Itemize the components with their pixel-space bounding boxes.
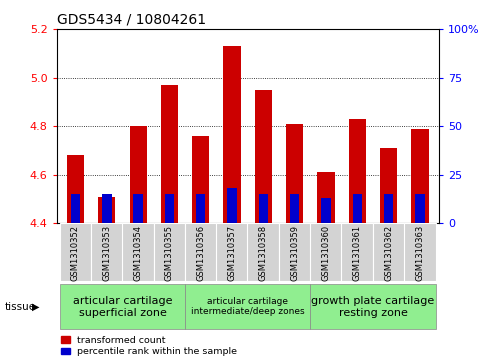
Text: ▶: ▶ <box>32 302 39 312</box>
Bar <box>102 194 111 223</box>
Bar <box>122 223 154 281</box>
Bar <box>352 194 362 223</box>
Bar <box>380 148 397 223</box>
Bar <box>311 284 436 329</box>
Bar <box>247 223 280 281</box>
Bar <box>185 223 217 281</box>
Bar <box>279 223 311 281</box>
Bar <box>227 188 237 223</box>
Text: articular cartilage
superficial zone: articular cartilage superficial zone <box>72 296 172 318</box>
Bar <box>161 85 178 223</box>
Bar <box>404 223 436 281</box>
Bar <box>60 223 91 281</box>
Text: GSM1310355: GSM1310355 <box>165 225 174 281</box>
Text: GSM1310353: GSM1310353 <box>103 225 111 281</box>
Text: GDS5434 / 10804261: GDS5434 / 10804261 <box>57 12 206 26</box>
Bar <box>216 223 248 281</box>
Text: growth plate cartilage
resting zone: growth plate cartilage resting zone <box>312 296 435 318</box>
Text: GSM1310357: GSM1310357 <box>228 225 237 281</box>
Bar <box>310 223 342 281</box>
Text: articular cartilage
intermediate/deep zones: articular cartilage intermediate/deep zo… <box>191 297 305 317</box>
Text: GSM1310356: GSM1310356 <box>196 225 205 281</box>
Bar <box>349 119 366 223</box>
Text: GSM1310360: GSM1310360 <box>321 225 330 281</box>
Bar <box>290 194 299 223</box>
Text: GSM1310354: GSM1310354 <box>134 225 142 281</box>
Bar <box>384 194 393 223</box>
Bar <box>130 126 147 223</box>
Text: GSM1310363: GSM1310363 <box>416 225 424 281</box>
Bar <box>373 223 405 281</box>
Bar <box>67 155 84 223</box>
Bar <box>153 223 185 281</box>
Bar <box>71 194 80 223</box>
Text: GSM1310362: GSM1310362 <box>384 225 393 281</box>
Text: GSM1310352: GSM1310352 <box>71 225 80 281</box>
Bar <box>60 284 185 329</box>
Bar <box>317 172 335 223</box>
Bar <box>321 198 331 223</box>
Text: GSM1310361: GSM1310361 <box>353 225 362 281</box>
Text: GSM1310359: GSM1310359 <box>290 225 299 281</box>
Bar <box>223 46 241 223</box>
Legend: transformed count, percentile rank within the sample: transformed count, percentile rank withi… <box>62 336 238 356</box>
Bar <box>196 194 206 223</box>
Bar <box>342 223 373 281</box>
Bar <box>286 124 303 223</box>
Bar <box>192 136 210 223</box>
Bar <box>255 90 272 223</box>
Bar <box>411 129 428 223</box>
Bar <box>185 284 311 329</box>
Bar <box>415 194 424 223</box>
Bar <box>134 194 143 223</box>
Bar <box>91 223 123 281</box>
Text: GSM1310358: GSM1310358 <box>259 225 268 281</box>
Bar <box>259 194 268 223</box>
Bar <box>165 194 174 223</box>
Bar <box>98 196 115 223</box>
Text: tissue: tissue <box>5 302 36 312</box>
